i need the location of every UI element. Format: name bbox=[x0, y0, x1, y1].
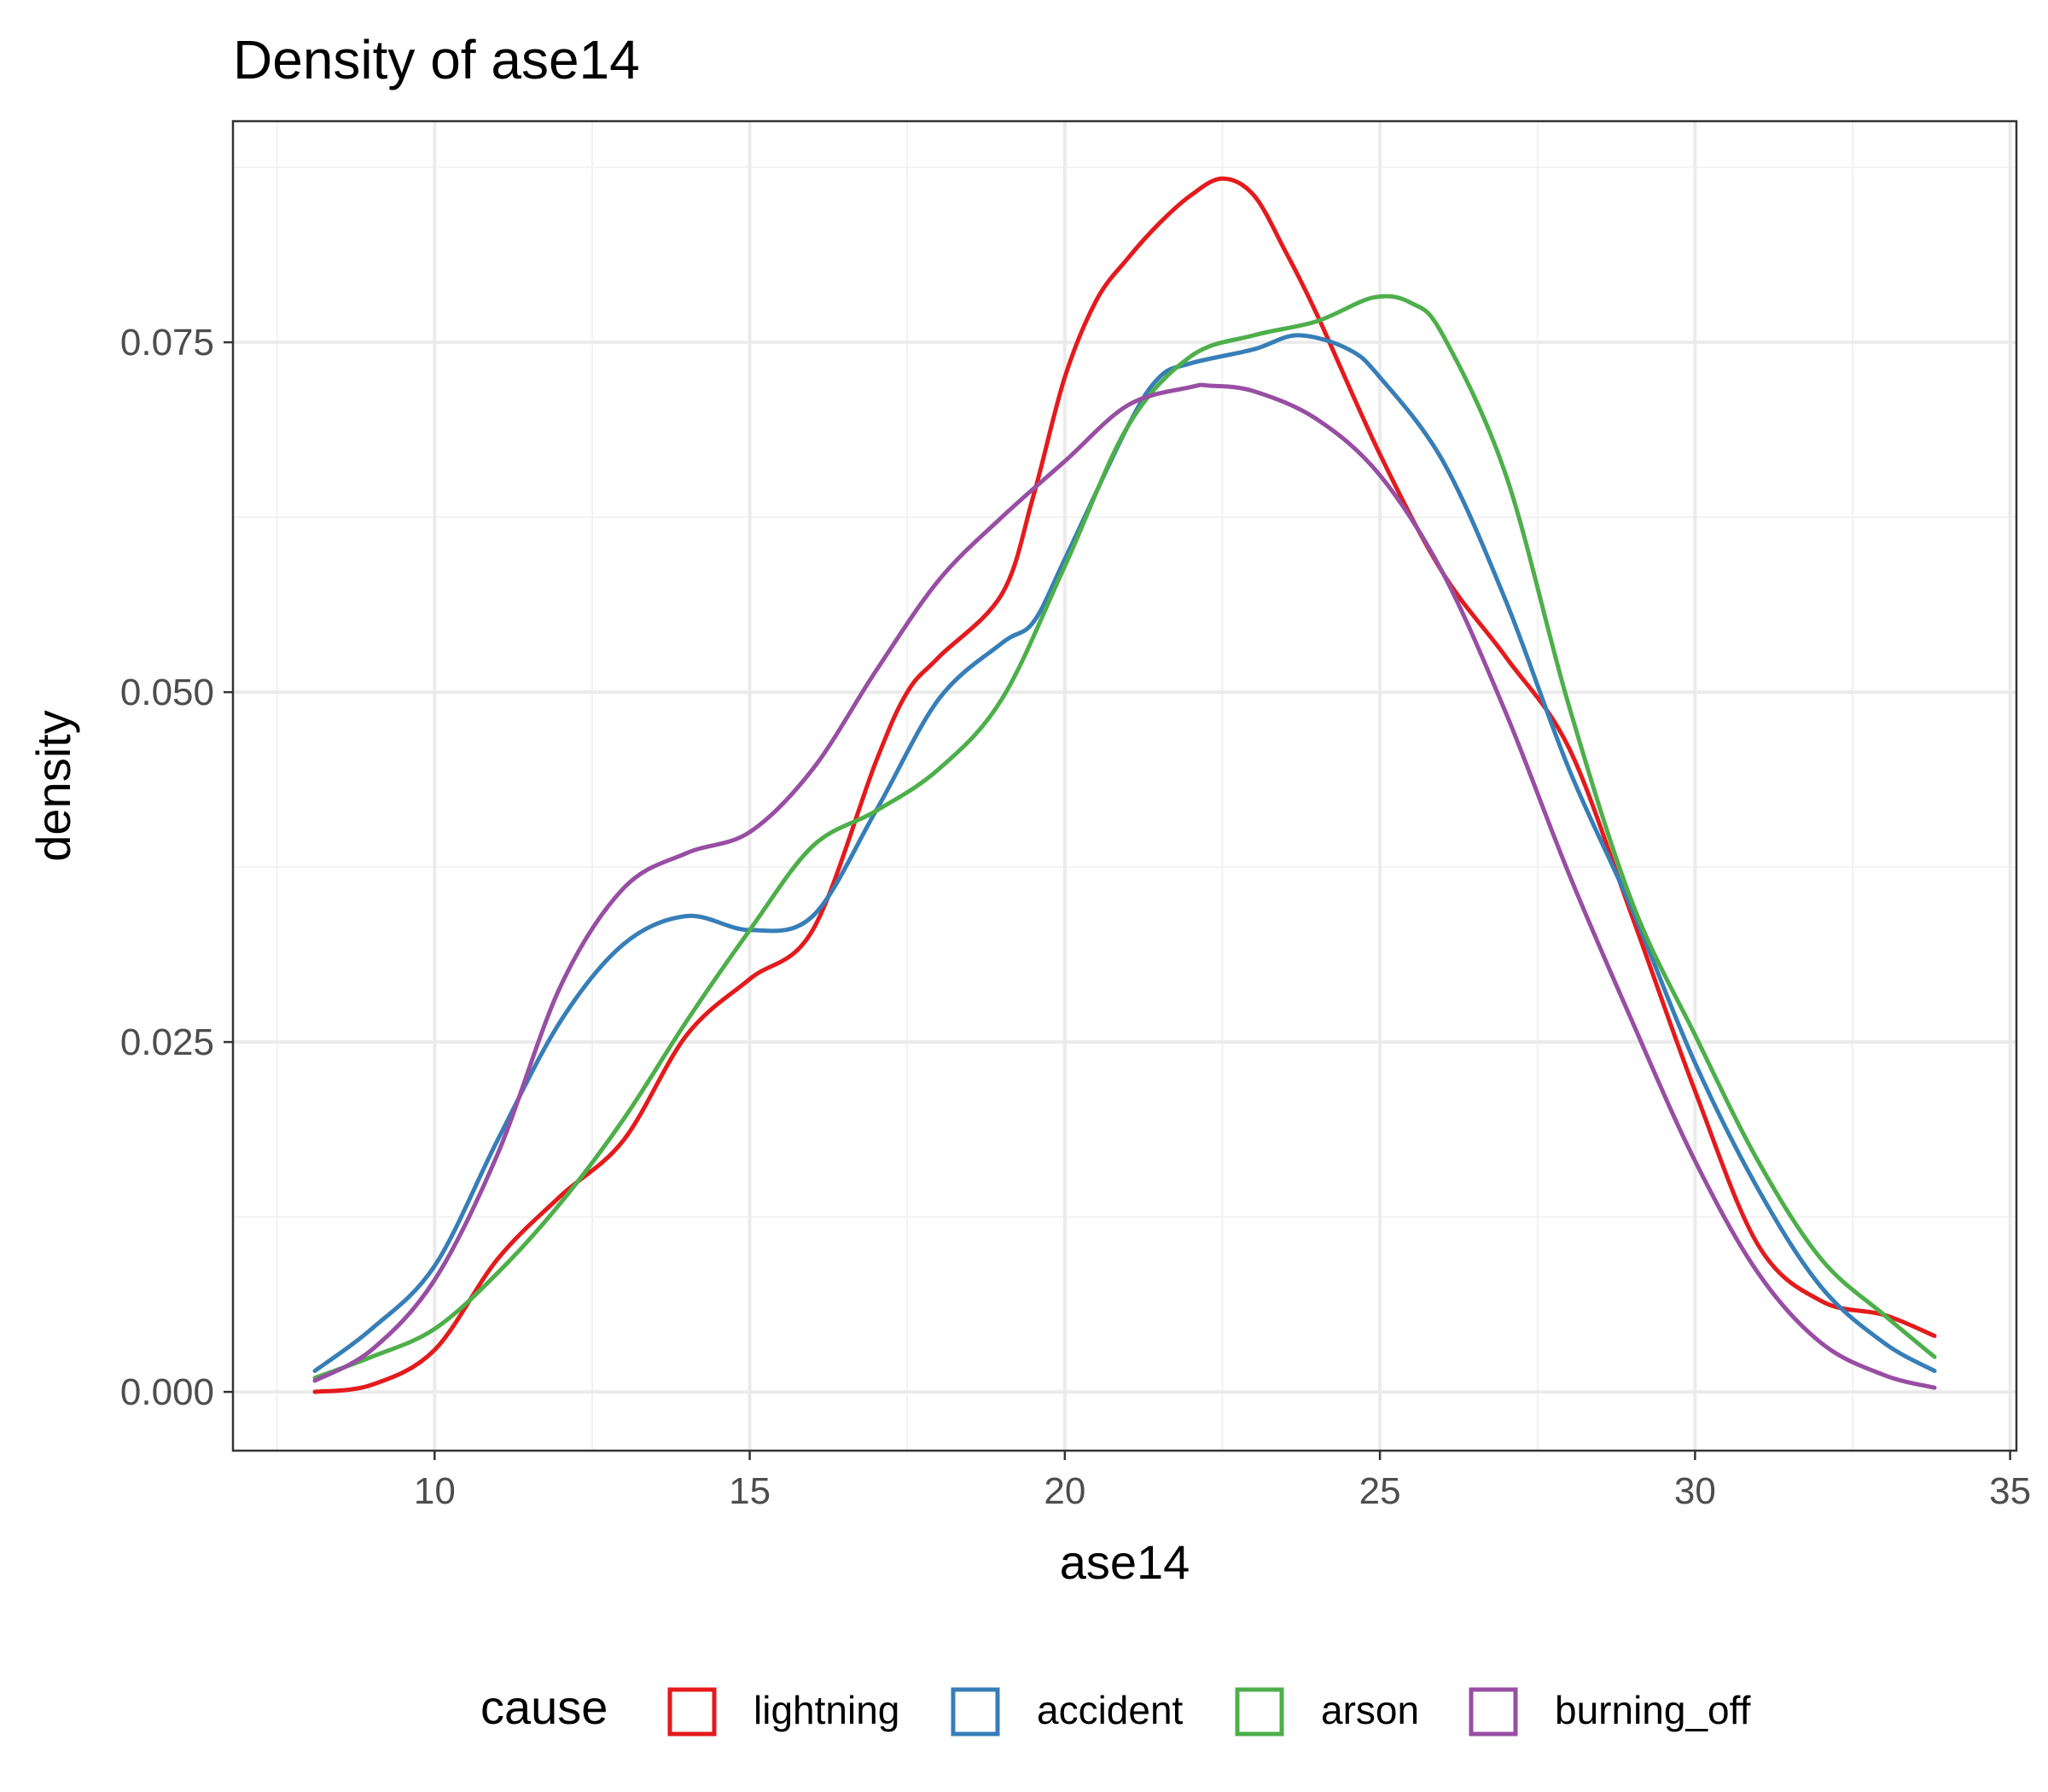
chart-title: Density of ase14 bbox=[233, 29, 640, 90]
legend-title: cause bbox=[480, 1680, 608, 1734]
legend-key-accident bbox=[951, 1687, 1000, 1737]
legend-label-accident: accident bbox=[1037, 1688, 1184, 1732]
legend-key-arson bbox=[1235, 1687, 1284, 1737]
legend: cause lightning accident arson burning_off bbox=[480, 1680, 1751, 1737]
legend-label-lightning: lightning bbox=[753, 1688, 899, 1732]
series-lines bbox=[312, 176, 1937, 1394]
legend-key-lightning bbox=[667, 1687, 717, 1737]
y-tick-label: 0.025 bbox=[120, 1021, 214, 1063]
panel-border bbox=[231, 119, 2018, 1452]
x-axis: 10 15 20 25 30 35 bbox=[414, 1451, 2031, 1512]
x-axis-title: ase14 bbox=[1060, 1535, 1190, 1589]
x-tick-label: 30 bbox=[1674, 1470, 1716, 1512]
y-tick-label: 0.050 bbox=[120, 672, 214, 713]
series-line-lightning bbox=[312, 176, 1937, 1394]
legend-key-burning-off bbox=[1469, 1687, 1518, 1737]
x-tick-label: 10 bbox=[414, 1470, 456, 1512]
x-tick-label: 35 bbox=[1989, 1470, 2031, 1512]
y-axis-title: density bbox=[26, 710, 80, 861]
y-tick-label: 0.000 bbox=[120, 1371, 214, 1413]
y-tick-label: 0.075 bbox=[120, 322, 214, 364]
x-tick-label: 15 bbox=[729, 1470, 771, 1512]
legend-label-arson: arson bbox=[1321, 1688, 1419, 1732]
x-tick-label: 25 bbox=[1359, 1470, 1401, 1512]
x-tick-label: 20 bbox=[1044, 1470, 1085, 1512]
y-axis: 0.000 0.025 0.050 0.075 bbox=[120, 322, 233, 1413]
series-line-arson bbox=[312, 294, 1937, 1381]
series-line-burning-off bbox=[312, 382, 1937, 1390]
legend-label-burning-off: burning_off bbox=[1555, 1688, 1751, 1732]
grid-lines bbox=[233, 121, 2016, 1451]
